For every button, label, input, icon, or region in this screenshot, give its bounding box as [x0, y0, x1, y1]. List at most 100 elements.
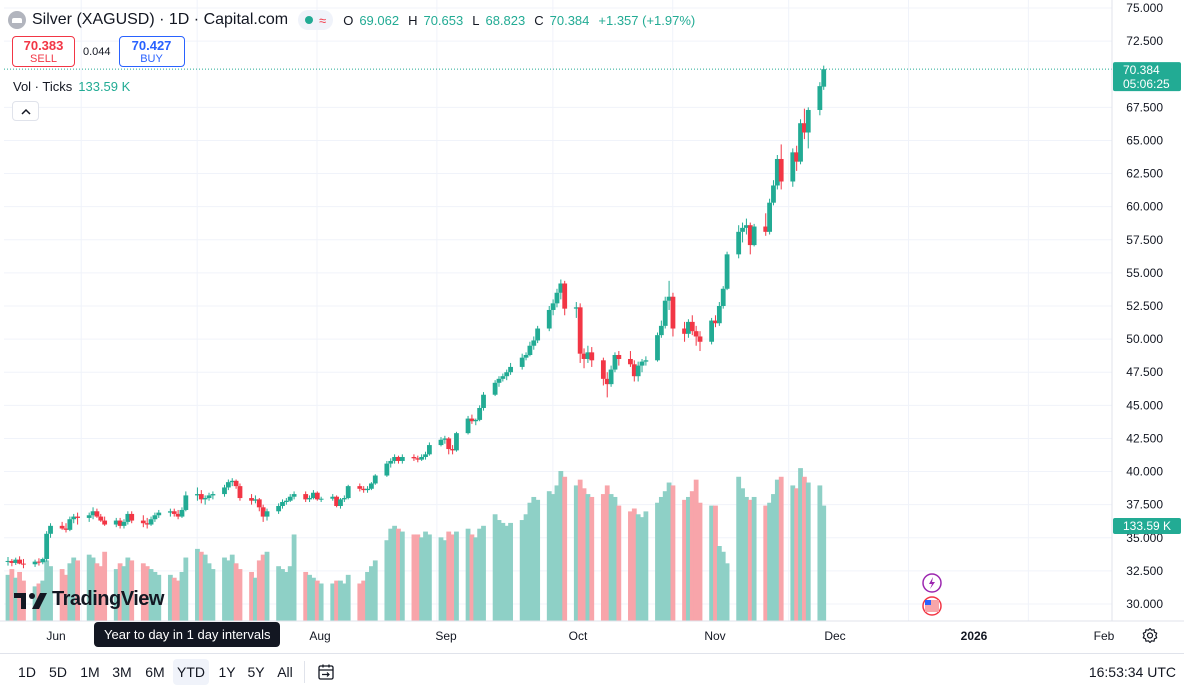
candle-body	[801, 123, 807, 133]
candle-body	[531, 340, 537, 346]
range-button-all[interactable]: All	[277, 664, 293, 680]
volume-bar	[581, 488, 587, 621]
candle-body	[222, 487, 227, 495]
volume-bar	[496, 520, 502, 621]
candle-body	[670, 296, 676, 329]
volume-bar	[573, 485, 579, 621]
candle-body	[9, 560, 15, 563]
range-button-1y[interactable]: 1Y	[218, 664, 236, 680]
volume-bar	[655, 502, 660, 621]
candle-body	[558, 283, 564, 293]
candle-body	[774, 158, 780, 186]
candle-body	[179, 509, 185, 517]
open-label: O	[343, 12, 354, 28]
candle-body	[693, 331, 699, 337]
buy-button[interactable]: 70.427 BUY	[118, 36, 185, 67]
range-button-3m[interactable]: 3M	[112, 664, 132, 680]
candle-body	[600, 360, 606, 379]
volume-legend-value: 133.59 K	[78, 79, 131, 94]
collapse-legend-button[interactable]	[12, 101, 39, 121]
candle-body	[554, 292, 560, 304]
utc-clock[interactable]: 16:53:34 UTC	[1088, 664, 1176, 680]
range-button-1d[interactable]: 1D	[18, 664, 36, 680]
candle-body	[5, 560, 11, 562]
volume-bar	[86, 554, 92, 621]
volume-bar	[276, 566, 282, 621]
candle-body	[562, 283, 568, 309]
volume-bar	[357, 583, 363, 621]
range-button-6m[interactable]: 6M	[145, 664, 165, 680]
range-button-5d[interactable]: 5D	[49, 664, 67, 680]
range-button-ytd[interactable]: YTD	[173, 659, 209, 685]
candle-body	[709, 320, 715, 342]
price-axis-label: 62.500	[1126, 167, 1163, 181]
volume-bar	[504, 525, 510, 621]
candle-body	[454, 433, 459, 451]
settings-gear-icon[interactable]	[1141, 627, 1159, 645]
lightning-bolt-icon	[929, 577, 935, 589]
candle-body	[365, 488, 370, 491]
volume-bar	[330, 583, 336, 621]
volume-bar	[589, 496, 595, 621]
price-axis-label: 57.500	[1126, 233, 1163, 247]
price-axis-label: 60.000	[1126, 200, 1163, 214]
volume-bar	[643, 511, 649, 621]
volume-bar	[635, 514, 641, 621]
range-button-1m[interactable]: 1M	[80, 664, 100, 680]
candle-body	[519, 357, 525, 367]
volume-bar	[709, 505, 715, 621]
open-value: 69.062	[359, 12, 400, 28]
volume-bar	[361, 580, 367, 621]
candle-body	[384, 463, 390, 476]
volume-bar	[438, 537, 444, 621]
candle-body	[129, 513, 135, 521]
volume-bar	[369, 566, 374, 621]
sell-button[interactable]: 70.383 SELL	[12, 36, 75, 67]
volume-legend[interactable]: Vol · Ticks 133.59 K	[13, 79, 130, 94]
price-axis-label: 52.500	[1126, 299, 1163, 313]
volume-bar	[562, 476, 568, 621]
volume-bar	[628, 511, 633, 621]
candle-body	[500, 376, 506, 379]
market-status[interactable]: ≈	[298, 10, 334, 30]
candle-body	[477, 407, 483, 420]
volume-bar	[144, 566, 150, 621]
time-axis-label: Sep	[435, 629, 457, 643]
price-axis-label: 75.000	[1126, 1, 1163, 15]
time-axis-label: Aug	[309, 629, 330, 643]
volume-bar	[716, 546, 722, 621]
candle-body	[369, 483, 374, 489]
candle-body	[307, 498, 312, 500]
candle-body	[628, 358, 633, 365]
candle-body	[438, 439, 444, 446]
candle-body	[98, 516, 104, 521]
candle-body	[148, 519, 154, 525]
volume-bar	[334, 580, 340, 621]
volume-bar	[546, 491, 552, 621]
close-label: C	[534, 12, 544, 28]
volume-bar	[48, 566, 53, 621]
time-axis-label: Feb	[1094, 629, 1115, 643]
volume-bar	[473, 537, 479, 621]
volume-bar	[195, 548, 200, 621]
candle-body	[747, 225, 753, 246]
volume-bar	[450, 534, 455, 621]
volume-bar	[771, 494, 776, 621]
volume-bar	[612, 496, 618, 621]
volume-bar	[798, 468, 803, 621]
volume-bar	[365, 571, 370, 621]
candle-body	[682, 328, 687, 334]
tradingview-logo[interactable]: TradingView	[14, 588, 164, 611]
volume-bar	[233, 563, 239, 621]
range-button-5y[interactable]: 5Y	[247, 664, 265, 680]
low-label: L	[472, 12, 480, 28]
bottom-toolbar: 1D 5D 1M 3M 6M YTD 1Y 5Y All 16:53:34 UTC	[0, 653, 1184, 685]
symbol-title[interactable]: Silver (XAGUSD) · 1D · Capital.com	[32, 11, 289, 28]
time-axis-label: Oct	[569, 629, 588, 643]
candle-body	[144, 523, 150, 525]
goto-date-calendar-icon[interactable]	[316, 662, 336, 682]
candle-body	[140, 520, 146, 524]
volume-bar	[280, 569, 285, 621]
volume-bar	[102, 551, 108, 621]
price-chart[interactable]: 75.000 72.500 67.500 65.000 62.500 60.000 57.5…	[0, 0, 1184, 653]
